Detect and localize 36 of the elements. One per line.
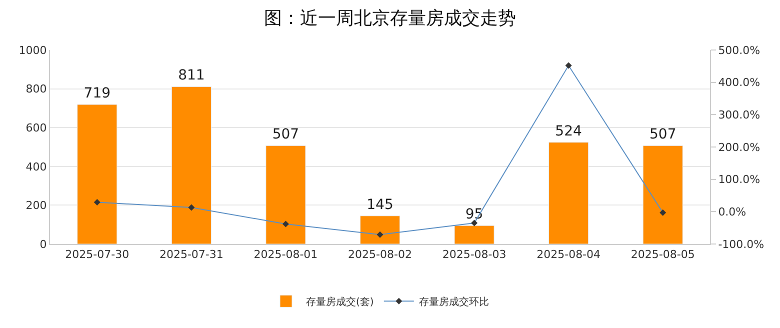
bar (171, 86, 212, 244)
bar (454, 225, 494, 244)
y2-tick-label: 400.0% (718, 76, 760, 90)
bar (266, 145, 306, 244)
x-tick-label: 2025-08-01 (254, 248, 318, 262)
x-tick-label: 2025-07-31 (159, 248, 224, 262)
y2-tick-label: -100.0% (718, 238, 764, 251)
bar (77, 104, 118, 244)
y2-tick-label: 300.0% (718, 108, 760, 122)
data-label: 145 (366, 196, 394, 213)
y2-tick-label: 200.0% (718, 140, 760, 154)
y-tick-label: 600 (26, 121, 47, 134)
y2-tick-label: 0.0% (718, 206, 746, 219)
y-tick-label: 1000 (18, 44, 47, 57)
bar (642, 145, 683, 244)
x-tick-label: 2025-07-30 (65, 248, 130, 262)
y-tick-label: 0 (40, 238, 47, 251)
bar (360, 216, 400, 244)
x-tick-label: 2025-08-04 (536, 248, 601, 262)
data-label: 507 (649, 126, 676, 143)
chart-title: 图：近一周北京存量房成交走势 (264, 8, 516, 30)
legend-label: 存量房成交环比 (418, 296, 489, 308)
bar (548, 142, 589, 244)
data-label: 719 (84, 86, 111, 102)
y-tick-label: 400 (26, 160, 47, 174)
y2-tick-label: 100.0% (718, 173, 760, 186)
data-label: 507 (272, 126, 300, 143)
y2-tick-label: 500.0% (718, 44, 760, 57)
y-tick-label: 200 (26, 199, 47, 212)
legend-label: 存量房成交(套) (306, 296, 374, 308)
x-tick-label: 2025-08-02 (348, 248, 412, 262)
data-label: 811 (178, 68, 205, 84)
data-label: 524 (555, 123, 582, 140)
y-tick-label: 800 (26, 82, 47, 96)
x-tick-label: 2025-08-03 (442, 248, 506, 262)
x-tick-label: 2025-08-05 (630, 248, 695, 262)
